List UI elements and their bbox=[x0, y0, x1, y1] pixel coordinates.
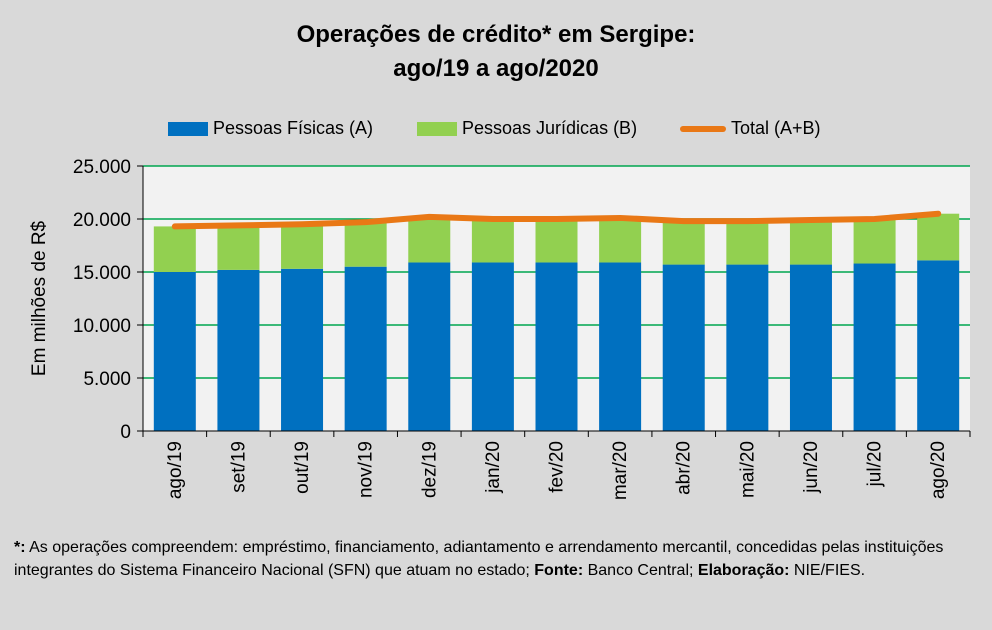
legend-item-pessoas-juridicas: Pessoas Jurídicas (B) bbox=[417, 118, 637, 139]
x-tick-label: out/19 bbox=[292, 441, 313, 494]
bar-pessoas-fisicas bbox=[408, 262, 451, 431]
y-axis-label: Em milhões de R$ bbox=[29, 220, 50, 376]
legend-label-pessoas-fisicas: Pessoas Físicas (A) bbox=[213, 118, 374, 138]
x-tick-label: dez/19 bbox=[419, 441, 440, 498]
legend-label-pessoas-juridicas: Pessoas Jurídicas (B) bbox=[462, 118, 638, 138]
bar-pessoas-fisicas bbox=[281, 268, 324, 431]
y-tick-label: 10.000 bbox=[73, 316, 131, 337]
bar-pessoas-juridicas bbox=[281, 224, 324, 269]
chart-title: Operações de crédito* em Sergipe: ago/19… bbox=[0, 18, 992, 86]
bar-pessoas-fisicas bbox=[662, 264, 705, 431]
legend-swatch-pessoas-juridicas bbox=[417, 121, 457, 136]
x-tick-label: abr/20 bbox=[674, 441, 695, 495]
x-tick-label: jan/20 bbox=[483, 441, 504, 494]
bar-pessoas-fisicas bbox=[726, 264, 769, 431]
x-tick-label: jul/20 bbox=[865, 441, 886, 487]
bar-pessoas-juridicas bbox=[662, 221, 705, 265]
x-tick-label: ago/19 bbox=[165, 441, 186, 499]
footnote-fonte-label: Fonte: bbox=[534, 562, 584, 579]
legend-swatch-pessoas-fisicas bbox=[168, 121, 208, 136]
bar-pessoas-juridicas bbox=[344, 222, 387, 267]
x-tick-label: fev/20 bbox=[547, 441, 568, 493]
bar-pessoas-juridicas bbox=[471, 219, 514, 263]
x-tick-label: jun/20 bbox=[801, 441, 822, 494]
footnote: *: As operações compreendem: empréstimo,… bbox=[14, 536, 980, 582]
y-tick-label: 15.000 bbox=[73, 263, 131, 284]
bar-pessoas-juridicas bbox=[535, 219, 578, 263]
y-tick-label: 20.000 bbox=[73, 210, 131, 231]
x-tick-label: mai/20 bbox=[737, 441, 758, 498]
bar-pessoas-juridicas bbox=[726, 221, 769, 265]
x-tick-label: nov/19 bbox=[356, 441, 377, 498]
credit-chart: 0 5.000 10.000 15.000 20.000 25.000 ago/19 set/… bbox=[29, 157, 971, 500]
x-tick-label: set/19 bbox=[228, 441, 249, 493]
chart-title-line2: ago/19 a ago/2020 bbox=[393, 55, 599, 82]
y-tick-label: 5.000 bbox=[83, 369, 131, 390]
bar-pessoas-fisicas bbox=[789, 264, 832, 431]
bar-pessoas-fisicas bbox=[535, 262, 578, 431]
chart-legend: Pessoas Físicas (A) Pessoas Jurídicas (B… bbox=[0, 118, 992, 142]
legend-line-total bbox=[680, 125, 726, 132]
footnote-text: As operações compreendem: empréstimo, fi… bbox=[14, 539, 944, 579]
x-tick-label: ago/20 bbox=[928, 441, 949, 499]
bar-pessoas-fisicas bbox=[153, 272, 196, 431]
legend-label-total: Total (A+B) bbox=[731, 118, 821, 138]
bar-pessoas-juridicas bbox=[599, 217, 642, 263]
bar-pessoas-fisicas bbox=[471, 262, 514, 431]
legend-item-pessoas-fisicas: Pessoas Físicas (A) bbox=[168, 118, 373, 139]
y-tick-label: 25.000 bbox=[73, 157, 131, 178]
y-tick-label: 0 bbox=[120, 422, 131, 443]
bar-pessoas-fisicas bbox=[344, 266, 387, 431]
bar-pessoas-fisicas bbox=[917, 260, 960, 431]
bar-pessoas-juridicas bbox=[917, 213, 960, 261]
bar-pessoas-fisicas bbox=[599, 262, 642, 431]
legend-item-total: Total (A+B) bbox=[680, 118, 821, 139]
footnote-elab-text: NIE/FIES. bbox=[789, 562, 866, 579]
line-total bbox=[171, 210, 942, 230]
bar-pessoas-juridicas bbox=[789, 220, 832, 265]
footnote-fonte-text: Banco Central; bbox=[583, 562, 698, 579]
footnote-star: *: bbox=[14, 539, 26, 556]
bar-pessoas-fisicas bbox=[217, 269, 260, 431]
bar-pessoas-juridicas bbox=[408, 216, 451, 263]
bar-pessoas-juridicas bbox=[217, 225, 260, 270]
bar-pessoas-fisicas bbox=[853, 263, 896, 431]
bar-pessoas-juridicas bbox=[153, 226, 196, 272]
footnote-elab-label: Elaboração: bbox=[697, 562, 790, 579]
bar-pessoas-juridicas bbox=[853, 219, 896, 264]
chart-title-line1: Operações de crédito* em Sergipe: bbox=[296, 21, 696, 48]
x-tick-label: mar/20 bbox=[610, 441, 631, 500]
